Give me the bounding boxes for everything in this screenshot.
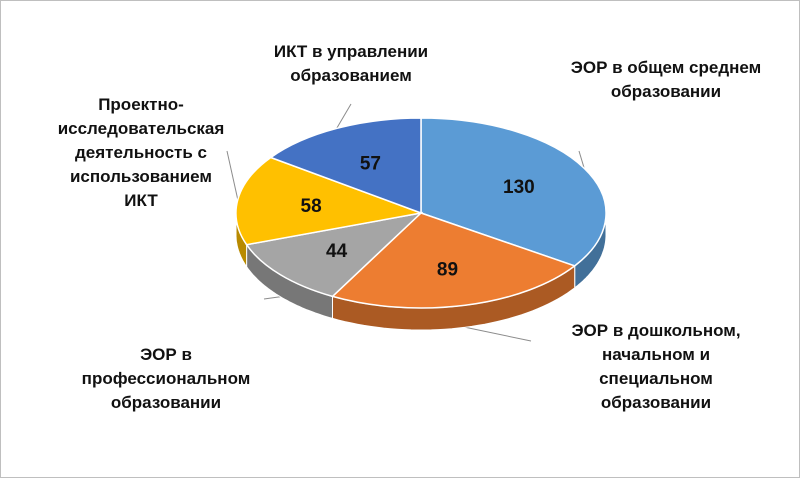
slice-ict-management [269, 117, 422, 215]
category-label-line: образовании [600, 393, 712, 412]
leader-line [226, 150, 239, 200]
category-label-line: ЭОР в [140, 345, 192, 364]
slice-preschool-education [331, 212, 577, 309]
leader-line [336, 103, 352, 129]
leader-line [578, 150, 585, 169]
value-label: 130 [503, 177, 535, 198]
leader-line [263, 296, 281, 300]
value-label: 58 [301, 196, 322, 217]
category-label-line: ИКТ [124, 191, 158, 210]
category-label-professional-education: ЭОР в профессиональном образовании [51, 343, 281, 415]
category-label-line: использованием [69, 167, 212, 186]
category-label-line: ИКТ в управлении [273, 42, 429, 61]
leader-line [465, 326, 532, 342]
value-label: 57 [360, 153, 381, 174]
category-label-line: ЭОР в общем среднем [570, 58, 762, 77]
category-label-ict-management: ИКТ в управлении образованием [246, 40, 456, 88]
category-label-secondary-education: ЭОР в общем среднем образовании [551, 56, 781, 104]
slice-professional-education [245, 211, 424, 298]
category-label-line: исследовательская [57, 119, 225, 138]
category-label-line: специальном [599, 369, 713, 388]
category-label-preschool-education: ЭОР в дошкольном, начальном и специально… [541, 319, 771, 415]
value-label: 89 [437, 259, 458, 280]
category-label-line: образованием [290, 66, 412, 85]
category-label-line: начальном и [601, 345, 711, 364]
category-label-line: Проектно- [98, 95, 184, 114]
category-label-line: образовании [610, 82, 722, 101]
category-label-line: деятельность с [74, 143, 208, 162]
value-labels: 130 89 44 58 57 [301, 153, 535, 280]
category-label-line: профессиональном [81, 369, 251, 388]
slice-secondary-education [420, 117, 607, 267]
leader-lines [226, 103, 585, 342]
category-label-line: ЭОР в дошкольном, [571, 321, 741, 340]
slice-project-research [235, 156, 424, 246]
value-label: 44 [326, 241, 348, 262]
pie-slices [235, 117, 607, 309]
category-label-line: образовании [110, 393, 222, 412]
category-label-project-research: Проектно- исследовательская деятельность… [31, 93, 251, 213]
